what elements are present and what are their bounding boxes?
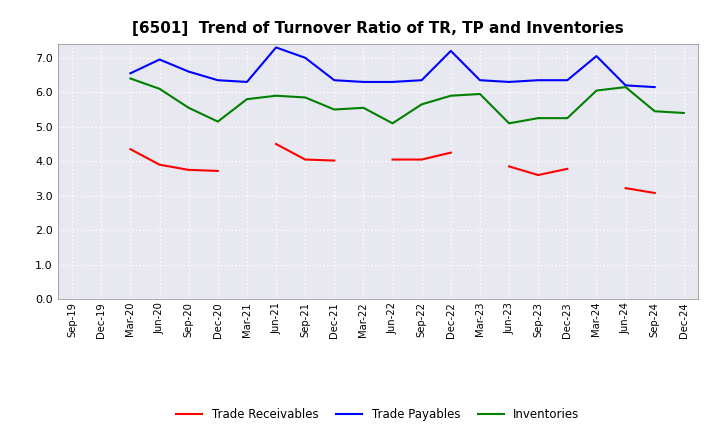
Trade Payables [126, 71, 135, 76]
Trade Payables [243, 79, 251, 84]
Line: Inventories: Inventories [130, 78, 684, 123]
Trade Payables [184, 69, 193, 74]
Trade Payables [534, 77, 543, 83]
Trade Payables [418, 77, 426, 83]
Trade Payables [301, 55, 310, 60]
Inventories [156, 86, 164, 92]
Trade Payables [446, 48, 455, 54]
Inventories [330, 107, 338, 112]
Inventories [388, 121, 397, 126]
Trade Payables [271, 45, 280, 50]
Trade Payables [476, 77, 485, 83]
Inventories [418, 102, 426, 107]
Trade Payables [505, 79, 513, 84]
Legend: Trade Receivables, Trade Payables, Inventories: Trade Receivables, Trade Payables, Inven… [172, 403, 584, 426]
Inventories [301, 95, 310, 100]
Trade Payables [156, 57, 164, 62]
Inventories [271, 93, 280, 99]
Inventories [359, 105, 368, 110]
Line: Trade Payables: Trade Payables [130, 48, 654, 87]
Inventories [213, 119, 222, 124]
Inventories [126, 76, 135, 81]
Title: [6501]  Trend of Turnover Ratio of TR, TP and Inventories: [6501] Trend of Turnover Ratio of TR, TP… [132, 21, 624, 36]
Trade Receivables [213, 168, 222, 173]
Inventories [680, 110, 688, 116]
Inventories [650, 109, 659, 114]
Inventories [243, 96, 251, 102]
Inventories [534, 116, 543, 121]
Trade Payables [330, 77, 338, 83]
Trade Payables [563, 77, 572, 83]
Inventories [184, 105, 193, 110]
Inventories [592, 88, 600, 93]
Trade Receivables [184, 167, 193, 172]
Line: Trade Receivables: Trade Receivables [130, 149, 217, 171]
Trade Payables [621, 83, 630, 88]
Trade Receivables [126, 147, 135, 152]
Inventories [621, 84, 630, 90]
Trade Payables [592, 53, 600, 59]
Inventories [476, 92, 485, 97]
Inventories [505, 121, 513, 126]
Trade Receivables [156, 162, 164, 167]
Inventories [446, 93, 455, 99]
Trade Payables [650, 84, 659, 90]
Inventories [563, 116, 572, 121]
Trade Payables [359, 79, 368, 84]
Trade Payables [213, 77, 222, 83]
Trade Payables [388, 79, 397, 84]
